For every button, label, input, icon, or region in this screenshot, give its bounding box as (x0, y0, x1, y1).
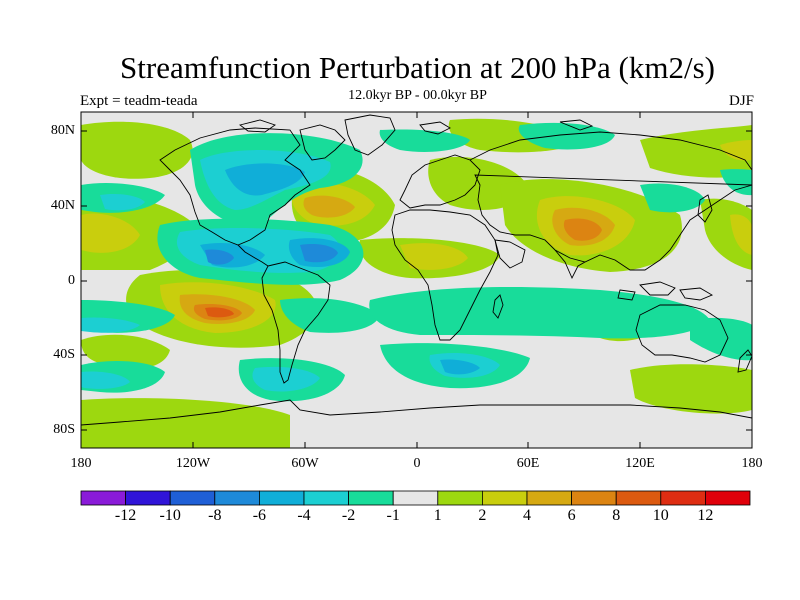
colorbar-swatch (481, 490, 528, 506)
colorbar-swatch (214, 490, 260, 506)
colorbar-tick-label: 10 (652, 507, 669, 524)
colorbar-tick-label: 1 (433, 507, 442, 524)
colorbar-swatch (348, 490, 394, 506)
colorbar-swatch (705, 490, 751, 506)
colorbar-tick-label: -2 (341, 507, 356, 524)
lon-label-180e: 180 (741, 456, 763, 471)
colorbar-tick-label: -10 (159, 507, 181, 524)
colorbar-tick-label: 6 (567, 507, 576, 524)
lon-label-120e: 120E (625, 456, 655, 471)
colorbar-swatch (615, 490, 662, 506)
chart-title: Streamfunction Perturbation at 200 hPa (… (120, 50, 715, 85)
lat-label-0: 0 (68, 273, 75, 288)
chart-subtitle: 12.0kyr BP - 00.0kyr BP (348, 88, 487, 103)
colorbar (80, 490, 751, 506)
lon-label-120w: 120W (175, 456, 211, 471)
colorbar-tick-label: 8 (612, 507, 621, 524)
colorbar-tick-label: 2 (478, 507, 487, 524)
lon-label-60e: 60E (516, 456, 540, 471)
colorbar-swatch (169, 490, 216, 506)
colorbar-swatch (660, 490, 706, 506)
colorbar-tick-label: -8 (208, 507, 222, 524)
axis-ticks (81, 112, 752, 448)
colorbar-swatch (526, 490, 572, 506)
lon-label-180w: 180 (70, 456, 92, 471)
experiment-label: Expt = teadm-teada (80, 93, 198, 109)
colorbar-tick-label: -1 (386, 507, 400, 524)
colorbar-tick-label: -4 (297, 507, 311, 524)
lat-label-80n: 80N (50, 123, 75, 138)
colorbar-swatch (258, 490, 305, 506)
colorbar-swatch (392, 490, 439, 506)
colorbar-tick-label: 12 (697, 507, 714, 524)
season-label: DJF (728, 93, 754, 109)
lat-label-40n: 40N (50, 198, 75, 213)
coastlines (81, 114, 752, 426)
lat-label-80s: 80S (53, 422, 75, 437)
colorbar-swatch (80, 490, 126, 506)
colorbar-swatch (303, 490, 349, 506)
colorbar-tick-label: -12 (114, 507, 137, 524)
colorbar-swatch (437, 490, 483, 506)
lat-label-40s: 40S (53, 347, 75, 362)
positive-core-fill (81, 140, 752, 333)
negative-contour-fill (81, 122, 752, 402)
lon-label-0: 0 (413, 456, 421, 471)
lon-label-60w: 60W (291, 456, 319, 471)
colorbar-tick-label: 4 (523, 507, 531, 524)
colorbar-swatch (125, 490, 171, 506)
colorbar-tick-label: -6 (252, 507, 267, 524)
colorbar-swatch (571, 490, 617, 506)
